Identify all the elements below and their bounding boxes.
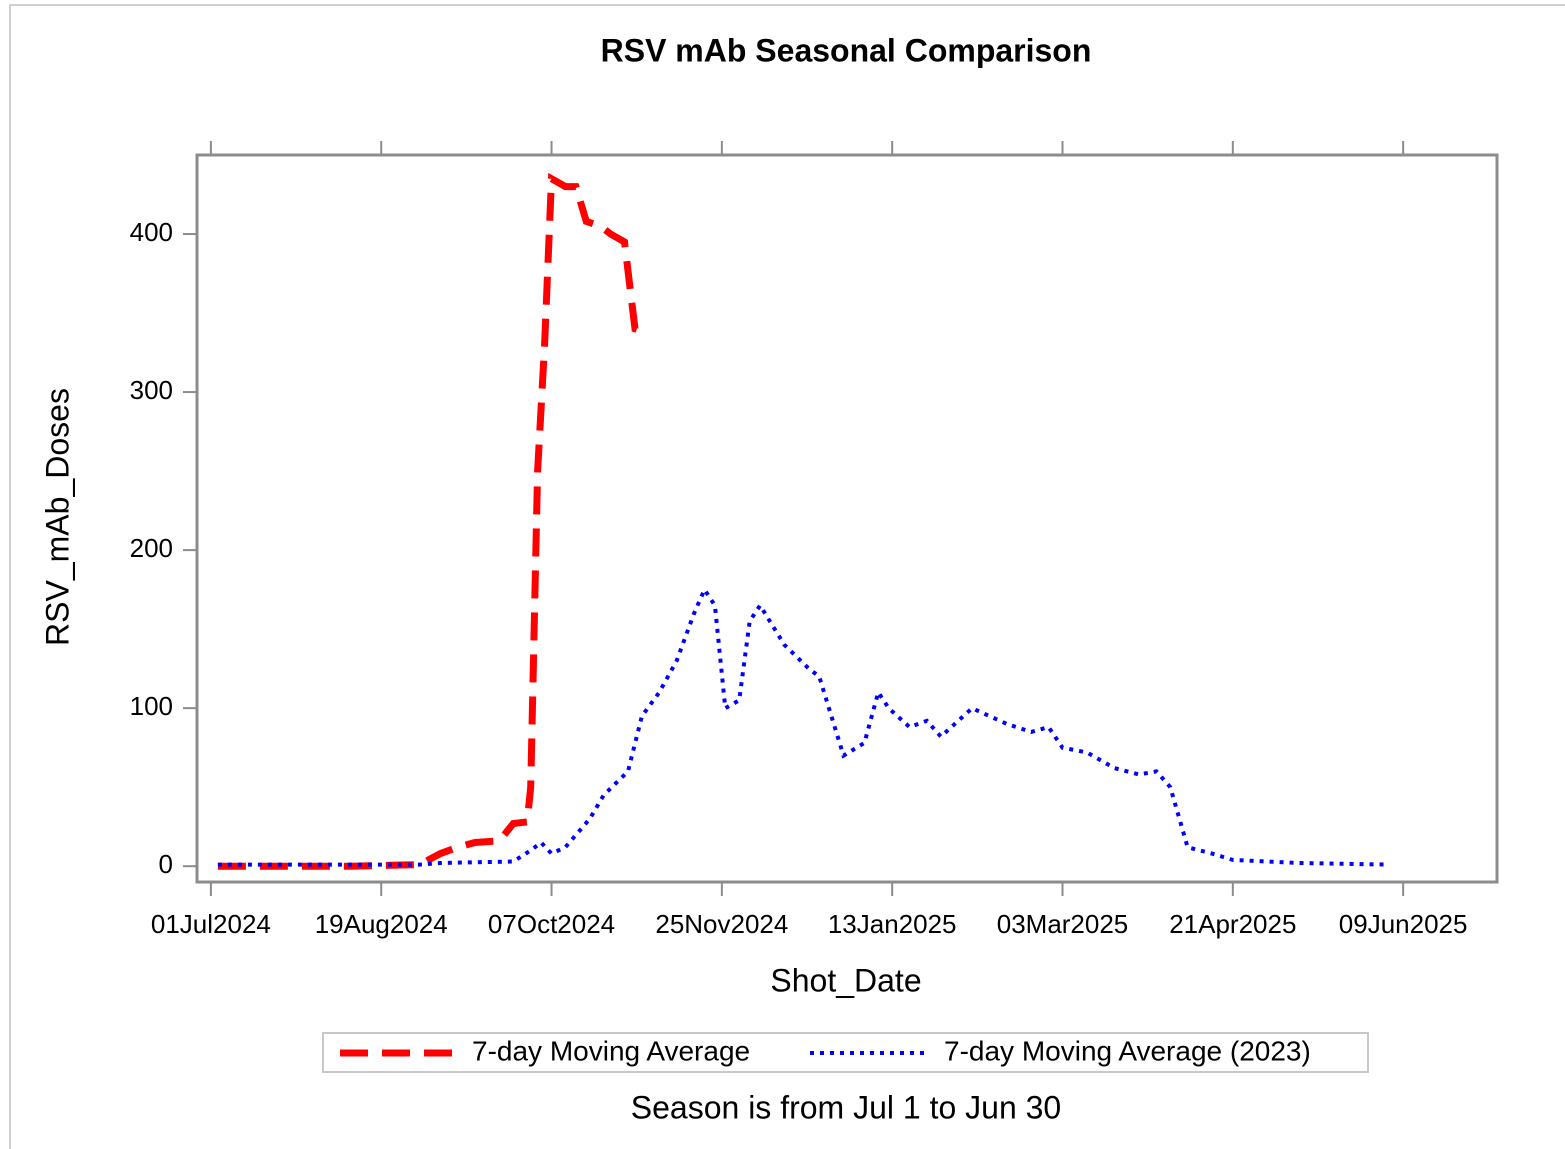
- plot-frame: [195, 153, 1499, 884]
- x-tick-label: 07Oct2024: [488, 909, 615, 939]
- x-tick-label: 09Jun2025: [1339, 909, 1468, 939]
- legend-label: 7-day Moving Average: [472, 1035, 750, 1066]
- y-tick-label: 100: [130, 691, 173, 721]
- y-axis-label: RSV_mAb_Doses: [39, 388, 75, 646]
- y-tick-label: 200: [130, 533, 173, 563]
- y-tick-label: 300: [130, 375, 173, 405]
- y-tick-label: 0: [159, 849, 173, 879]
- x-tick-label: 21Apr2025: [1169, 909, 1296, 939]
- series-line: [217, 585, 1390, 867]
- chart-title: RSV mAb Seasonal Comparison: [601, 32, 1092, 68]
- x-tick-label: 25Nov2024: [655, 909, 788, 939]
- legend-box: [322, 1032, 1369, 1073]
- x-tick-label: 03Mar2025: [997, 909, 1129, 939]
- x-axis-label: Shot_Date: [770, 962, 921, 998]
- series-line: [217, 172, 647, 870]
- y-tick-label: 400: [130, 217, 173, 247]
- footnote: Season is from Jul 1 to Jun 30: [631, 1089, 1061, 1125]
- x-tick-label: 01Jul2024: [151, 909, 271, 939]
- x-tick-label: 19Aug2024: [315, 909, 448, 939]
- legend-label: 7-day Moving Average (2023): [944, 1035, 1311, 1066]
- outer-border: [9, 4, 1565, 1149]
- x-tick-label: 13Jan2025: [828, 909, 957, 939]
